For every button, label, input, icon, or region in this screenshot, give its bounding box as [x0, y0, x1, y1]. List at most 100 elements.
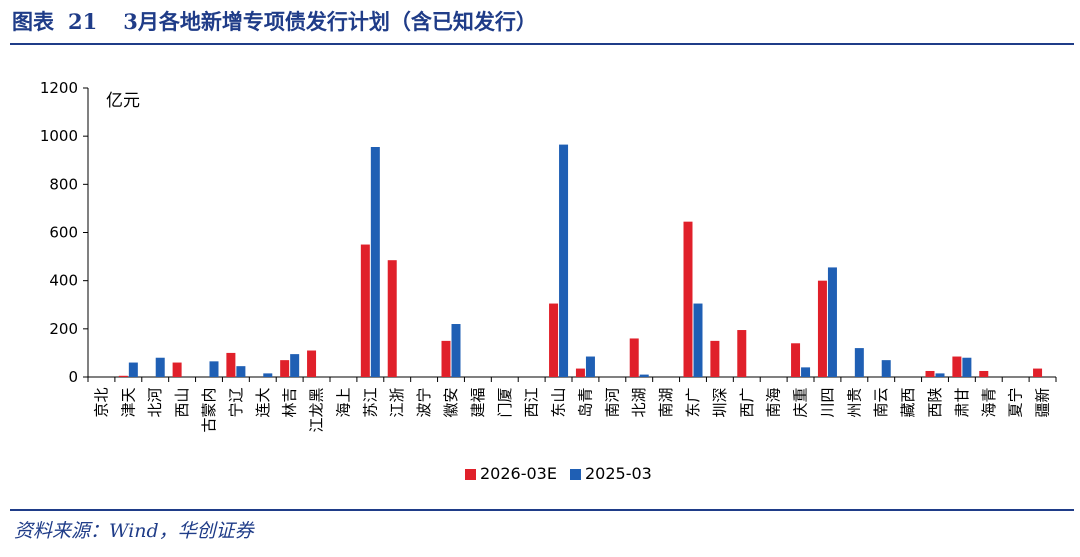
x-tick-char: 徽 — [442, 402, 460, 417]
x-tick-char: 黑 — [308, 387, 326, 402]
x-tick-label-4: 内蒙古 — [200, 387, 218, 432]
x-tick-label-18: 青岛 — [576, 387, 594, 417]
bar-江苏-2026-03E — [360, 244, 370, 377]
x-tick-char: 庆 — [792, 402, 810, 417]
x-tick-char: 连 — [254, 402, 272, 417]
bar-青岛-2026-03E — [575, 368, 585, 377]
x-tick-char: 内 — [200, 387, 218, 402]
x-tick-char: 西 — [738, 402, 756, 417]
x-tick-label-8: 黑龙江 — [308, 387, 326, 432]
x-tick-label-1: 天津 — [119, 387, 137, 417]
x-tick-label-25: 海南 — [765, 387, 783, 417]
bar-安徽-2026-03E — [441, 340, 451, 377]
x-tick-label-2: 河北 — [146, 387, 164, 417]
y-tick-label: 1000 — [40, 127, 78, 145]
x-tick-char: 古 — [200, 417, 218, 432]
bar-湖北-2026-03E — [629, 338, 639, 377]
y-axis-unit-label: 亿元 — [106, 91, 140, 111]
x-tick-label-15: 厦门 — [496, 387, 514, 417]
x-tick-char: 福 — [469, 387, 487, 402]
bar-陕西-2026-03E — [925, 370, 935, 377]
x-tick-char: 厦 — [496, 387, 514, 402]
x-tick-char: 河 — [603, 387, 621, 402]
x-tick-char: 波 — [415, 402, 433, 417]
x-tick-label-22: 广东 — [684, 387, 702, 417]
x-tick-char: 州 — [845, 402, 863, 417]
x-tick-char: 京 — [92, 402, 110, 417]
x-tick-label-20: 湖北 — [630, 387, 648, 417]
x-tick-char: 藏 — [899, 402, 917, 417]
x-tick-char: 东 — [550, 402, 568, 417]
x-tick-char: 东 — [684, 402, 702, 417]
x-tick-char: 天 — [119, 387, 137, 402]
x-tick-label-6: 大连 — [254, 387, 272, 417]
x-tick-label-21: 湖南 — [657, 387, 675, 417]
y-tick-label: 200 — [49, 320, 78, 338]
x-tick-label-32: 甘肃 — [953, 387, 971, 417]
bar-浙江-2026-03E — [387, 260, 397, 377]
bar-山东-2026-03E — [549, 303, 559, 377]
bar-大连-2025-03 — [263, 373, 273, 377]
x-tick-char: 陕 — [926, 387, 944, 402]
figure-number: 21 — [68, 9, 98, 34]
x-tick-char: 疆 — [1034, 402, 1052, 417]
x-tick-label-28: 贵州 — [845, 387, 863, 417]
bar-辽宁-2026-03E — [226, 352, 236, 377]
x-tick-label-26: 重庆 — [792, 387, 810, 417]
x-tick-char: 甘 — [953, 387, 971, 402]
bar-吉林-2025-03 — [290, 354, 300, 377]
figure-title: 图表 21 3月各地新增专项债发行计划（含已知发行） — [12, 4, 537, 40]
bar-吉林-2026-03E — [280, 360, 290, 377]
bar-云南-2025-03 — [881, 360, 891, 377]
x-tick-char: 吉 — [281, 387, 299, 402]
bar-深圳-2026-03E — [710, 340, 720, 377]
x-tick-char: 龙 — [308, 402, 326, 417]
x-tick-label-33: 青海 — [980, 387, 998, 417]
x-tick-char: 青 — [980, 387, 998, 402]
x-tick-char: 辽 — [227, 387, 245, 402]
x-tick-label-13: 安徽 — [442, 387, 460, 417]
bar-重庆-2026-03E — [791, 343, 801, 377]
x-tick-label-29: 云南 — [872, 387, 890, 417]
title-divider — [10, 43, 1074, 45]
x-tick-char: 浙 — [388, 387, 406, 402]
x-tick-char: 门 — [496, 402, 514, 417]
source-note: 资料来源：Wind，华创证券 — [14, 520, 254, 542]
x-tick-char: 重 — [792, 387, 810, 402]
x-tick-char: 岛 — [576, 402, 594, 417]
source-divider — [10, 509, 1074, 511]
bar-四川-2026-03E — [817, 280, 827, 377]
bar-天津-2026-03E — [118, 375, 128, 377]
legend-label-0: 2026-03E — [480, 464, 557, 483]
x-tick-char: 建 — [469, 402, 487, 417]
bar-新疆-2026-03E — [1033, 368, 1043, 377]
bar-天津-2025-03 — [128, 362, 138, 377]
bar-江苏-2025-03 — [370, 147, 380, 377]
x-tick-char: 津 — [119, 402, 137, 417]
bar-甘肃-2026-03E — [952, 356, 962, 377]
x-tick-char: 山 — [173, 387, 191, 402]
x-tick-char: 南 — [765, 402, 783, 417]
x-tick-char: 苏 — [361, 402, 379, 417]
bar-内蒙古-2025-03 — [209, 361, 219, 377]
x-tick-label-9: 上海 — [334, 387, 352, 417]
x-tick-label-16: 江西 — [523, 387, 541, 417]
x-tick-char: 江 — [388, 402, 406, 417]
legend-label-1: 2025-03 — [585, 464, 652, 483]
y-tick-label: 0 — [68, 368, 78, 386]
x-tick-char: 南 — [657, 402, 675, 417]
bar-黑龙江-2026-03E — [307, 350, 317, 377]
x-tick-char: 南 — [603, 402, 621, 417]
x-tick-char: 夏 — [1007, 402, 1025, 417]
bar-青海-2026-03E — [979, 370, 989, 377]
legend: 2026-03E 2025-03 — [465, 464, 652, 483]
x-tick-char: 新 — [1034, 387, 1052, 402]
x-tick-label-17: 山东 — [550, 387, 568, 417]
x-tick-label-10: 江苏 — [361, 387, 379, 417]
x-tick-label-27: 四川 — [818, 387, 836, 417]
x-tick-label-3: 山西 — [173, 387, 191, 417]
bar-series — [118, 144, 1043, 377]
x-axis: 北京天津河北山西内蒙古辽宁大连吉林黑龙江上海江苏浙江宁波安徽福建厦门江西山东青岛… — [87, 376, 1057, 433]
x-tick-char: 北 — [92, 387, 110, 402]
